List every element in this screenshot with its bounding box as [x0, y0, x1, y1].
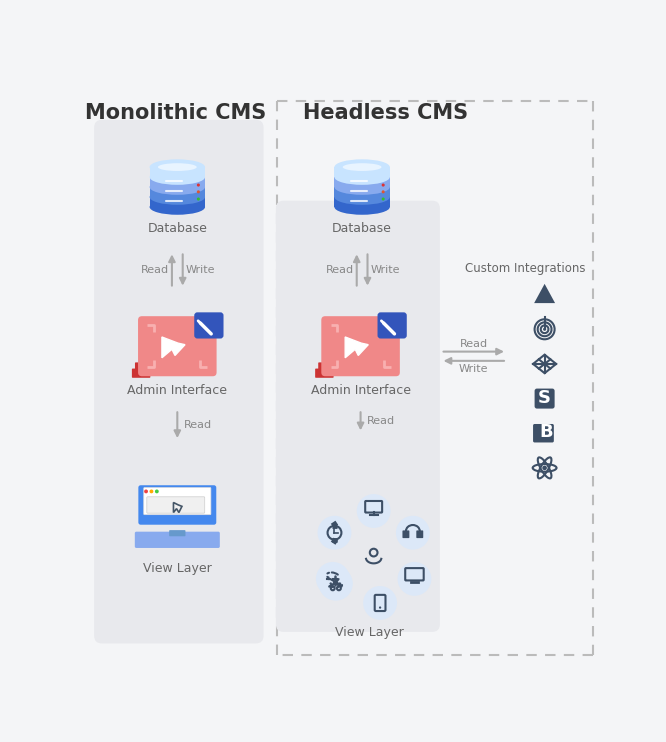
Circle shape [363, 586, 397, 620]
FancyBboxPatch shape [150, 167, 205, 177]
Text: Headless CMS: Headless CMS [302, 103, 468, 123]
Circle shape [542, 465, 547, 470]
FancyBboxPatch shape [147, 497, 204, 513]
FancyBboxPatch shape [169, 530, 185, 536]
FancyBboxPatch shape [334, 197, 390, 207]
Text: Write: Write [459, 364, 489, 374]
Circle shape [316, 562, 350, 596]
FancyBboxPatch shape [139, 485, 216, 525]
FancyBboxPatch shape [402, 531, 410, 538]
Ellipse shape [334, 200, 390, 214]
FancyBboxPatch shape [533, 424, 554, 442]
Text: Write: Write [186, 265, 215, 275]
Circle shape [318, 566, 352, 600]
Text: Read: Read [141, 265, 169, 275]
Circle shape [197, 197, 200, 200]
FancyBboxPatch shape [334, 177, 390, 187]
Circle shape [382, 197, 385, 200]
Circle shape [197, 183, 200, 186]
FancyBboxPatch shape [138, 316, 216, 376]
FancyBboxPatch shape [334, 187, 390, 197]
FancyBboxPatch shape [276, 200, 440, 632]
Circle shape [319, 567, 353, 600]
Text: View Layer: View Layer [143, 562, 212, 575]
Ellipse shape [334, 180, 390, 195]
Text: Admin Interface: Admin Interface [127, 384, 227, 397]
Circle shape [197, 190, 200, 194]
FancyBboxPatch shape [135, 362, 153, 372]
Polygon shape [162, 337, 185, 358]
FancyBboxPatch shape [135, 532, 220, 548]
Circle shape [318, 516, 352, 550]
Ellipse shape [150, 180, 205, 195]
FancyBboxPatch shape [150, 177, 205, 187]
Ellipse shape [150, 169, 205, 185]
Polygon shape [345, 337, 368, 358]
Circle shape [150, 490, 153, 493]
Text: Read: Read [183, 420, 212, 430]
Ellipse shape [158, 163, 196, 171]
Text: Custom Integrations: Custom Integrations [465, 262, 585, 275]
Text: Read: Read [326, 265, 354, 275]
Text: Read: Read [367, 416, 395, 427]
FancyBboxPatch shape [315, 369, 334, 378]
Text: B: B [539, 424, 553, 441]
FancyBboxPatch shape [535, 389, 555, 409]
Text: Monolithic CMS: Monolithic CMS [85, 103, 266, 123]
Circle shape [155, 490, 159, 493]
FancyBboxPatch shape [94, 120, 264, 643]
FancyBboxPatch shape [194, 312, 224, 338]
Text: View Layer: View Layer [336, 626, 404, 639]
Text: S: S [538, 389, 551, 407]
Text: Read: Read [460, 338, 488, 349]
Text: Database: Database [147, 223, 207, 235]
FancyBboxPatch shape [150, 197, 205, 207]
Circle shape [543, 328, 546, 331]
Circle shape [396, 516, 430, 550]
Ellipse shape [334, 169, 390, 185]
Circle shape [382, 183, 385, 186]
Circle shape [357, 494, 390, 528]
FancyBboxPatch shape [321, 316, 400, 376]
Ellipse shape [150, 160, 205, 175]
Circle shape [379, 606, 381, 608]
Ellipse shape [343, 163, 382, 171]
FancyBboxPatch shape [318, 362, 337, 372]
Ellipse shape [150, 189, 205, 205]
FancyBboxPatch shape [144, 487, 211, 515]
Text: Database: Database [332, 223, 392, 235]
FancyBboxPatch shape [416, 531, 423, 538]
Ellipse shape [150, 200, 205, 214]
Polygon shape [534, 284, 555, 303]
Circle shape [398, 562, 432, 596]
Circle shape [144, 490, 148, 493]
FancyBboxPatch shape [132, 369, 151, 378]
FancyBboxPatch shape [150, 187, 205, 197]
FancyBboxPatch shape [334, 167, 390, 177]
Ellipse shape [334, 189, 390, 205]
Ellipse shape [334, 160, 390, 175]
Text: Admin Interface: Admin Interface [310, 384, 410, 397]
FancyBboxPatch shape [378, 312, 407, 338]
Circle shape [382, 190, 385, 194]
Text: Write: Write [370, 265, 400, 275]
